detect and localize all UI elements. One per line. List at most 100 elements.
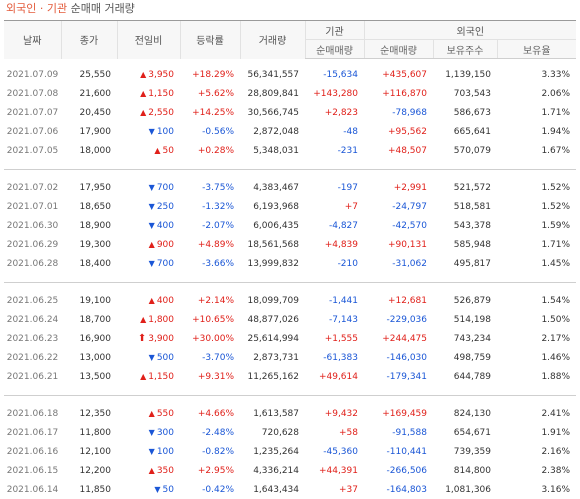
foreign-net-cell: +95,562: [364, 122, 433, 141]
date-cell: 2021.07.02: [4, 178, 61, 197]
ratio-cell: 1.94%: [497, 122, 576, 141]
close-cell: 13,000: [61, 348, 117, 367]
rate-cell: +18.29%: [180, 65, 240, 84]
up-arrow-icon: ▲: [149, 466, 155, 475]
down-arrow-icon: ▼: [154, 485, 160, 494]
foreign-net-cell: +48,507: [364, 141, 433, 160]
inst-net-cell: -15,634: [305, 65, 364, 84]
ratio-cell: 2.38%: [497, 461, 576, 480]
change-cell: ▼400: [117, 216, 180, 235]
change-value: 900: [157, 240, 174, 250]
change-value: 50: [163, 146, 174, 156]
date-cell: 2021.06.25: [4, 291, 61, 310]
change-cell: ▼250: [117, 197, 180, 216]
rate-cell: -3.70%: [180, 348, 240, 367]
row-gap: [4, 273, 576, 283]
close-cell: 19,300: [61, 235, 117, 254]
up-arrow-icon: ▲: [140, 315, 146, 324]
up-arrow-icon: ▲: [154, 146, 160, 155]
ratio-cell: 2.06%: [497, 84, 576, 103]
change-value: 3,900: [148, 334, 174, 344]
section-title: 외국인 · 기관 순매매 거래량: [0, 0, 580, 20]
gap-cell: [4, 273, 576, 283]
change-cell: ▲1,150: [117, 367, 180, 386]
close-cell: 12,350: [61, 404, 117, 423]
date-cell: 2021.06.30: [4, 216, 61, 235]
foreign-net-cell: +244,475: [364, 329, 433, 348]
rate-cell: -1.32%: [180, 197, 240, 216]
volume-cell: 56,341,557: [240, 65, 305, 84]
holdings-cell: 521,572: [433, 178, 497, 197]
change-cell: ▼300: [117, 423, 180, 442]
foreign-net-cell: -91,588: [364, 423, 433, 442]
foreign-net-cell: -78,968: [364, 103, 433, 122]
foreign-net-cell: -229,036: [364, 310, 433, 329]
close-cell: 12,100: [61, 442, 117, 461]
change-value: 100: [157, 127, 174, 137]
holdings-cell: 570,079: [433, 141, 497, 160]
header-inst-net: 순매매량: [305, 40, 364, 59]
title-part1: 외국인 · 기관: [6, 2, 67, 15]
date-cell: 2021.06.18: [4, 404, 61, 423]
header-foreign-net: 순매매량: [364, 40, 433, 59]
row-gap: [4, 396, 576, 405]
foreign-net-cell: -266,506: [364, 461, 433, 480]
gap-cell: [4, 160, 576, 170]
inst-net-cell: +49,614: [305, 367, 364, 386]
inst-net-cell: +143,280: [305, 84, 364, 103]
change-value: 3,950: [148, 70, 174, 80]
change-cell: ▲3,950: [117, 65, 180, 84]
close-cell: 18,900: [61, 216, 117, 235]
header-foreign-ratio: 보유율: [497, 40, 576, 59]
volume-cell: 5,348,031: [240, 141, 305, 160]
inst-net-cell: +37: [305, 480, 364, 499]
row-gap: [4, 386, 576, 396]
close-cell: 11,800: [61, 423, 117, 442]
volume-cell: 30,566,745: [240, 103, 305, 122]
ratio-cell: 1.91%: [497, 423, 576, 442]
holdings-cell: 518,581: [433, 197, 497, 216]
trading-table: 날짜 종가 전일비 등락률 거래량 기관 외국인 순매매량 순매매량 보유주수 …: [4, 20, 576, 499]
inst-net-cell: -45,360: [305, 442, 364, 461]
change-value: 400: [157, 221, 174, 231]
volume-cell: 1,613,587: [240, 404, 305, 423]
rate-cell: +30.00%: [180, 329, 240, 348]
holdings-cell: 543,378: [433, 216, 497, 235]
holdings-cell: 498,759: [433, 348, 497, 367]
rate-cell: +9.31%: [180, 367, 240, 386]
rate-cell: +4.89%: [180, 235, 240, 254]
volume-cell: 1,235,264: [240, 442, 305, 461]
date-cell: 2021.06.23: [4, 329, 61, 348]
volume-cell: 25,614,994: [240, 329, 305, 348]
rate-cell: -0.56%: [180, 122, 240, 141]
header-institution: 기관: [305, 21, 364, 40]
close-cell: 19,100: [61, 291, 117, 310]
date-cell: 2021.07.09: [4, 65, 61, 84]
change-value: 100: [157, 447, 174, 457]
rate-cell: +4.66%: [180, 404, 240, 423]
header-date: 날짜: [4, 21, 61, 59]
volume-cell: 18,099,709: [240, 291, 305, 310]
up-arrow-icon: ▲: [140, 89, 146, 98]
up-arrow-icon: ▲: [140, 70, 146, 79]
date-cell: 2021.06.29: [4, 235, 61, 254]
rate-cell: -2.48%: [180, 423, 240, 442]
ratio-cell: 1.45%: [497, 254, 576, 273]
change-cell: ▲400: [117, 291, 180, 310]
date-cell: 2021.06.16: [4, 442, 61, 461]
up-arrow-icon: ▲: [140, 372, 146, 381]
date-cell: 2021.06.14: [4, 480, 61, 499]
volume-cell: 13,999,832: [240, 254, 305, 273]
change-value: 500: [157, 353, 174, 363]
holdings-cell: 585,948: [433, 235, 497, 254]
change-value: 700: [157, 183, 174, 193]
change-value: 2,550: [148, 108, 174, 118]
volume-cell: 28,809,841: [240, 84, 305, 103]
change-value: 350: [157, 466, 174, 476]
